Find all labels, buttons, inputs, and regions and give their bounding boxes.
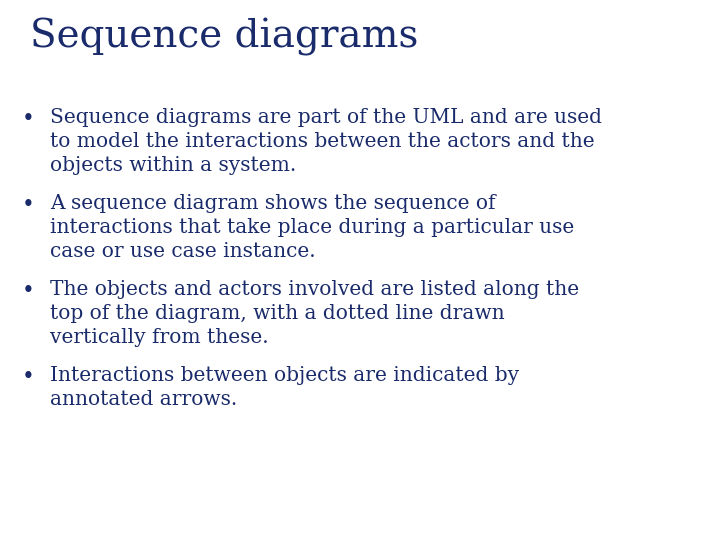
- Text: top of the diagram, with a dotted line drawn: top of the diagram, with a dotted line d…: [50, 304, 505, 323]
- Text: A sequence diagram shows the sequence of: A sequence diagram shows the sequence of: [50, 194, 495, 213]
- Text: annotated arrows.: annotated arrows.: [50, 390, 238, 409]
- Text: to model the interactions between the actors and the: to model the interactions between the ac…: [50, 132, 595, 151]
- Text: interactions that take place during a particular use: interactions that take place during a pa…: [50, 218, 575, 237]
- Text: vertically from these.: vertically from these.: [50, 328, 269, 347]
- Text: •: •: [22, 194, 35, 216]
- Text: objects within a system.: objects within a system.: [50, 156, 296, 175]
- Text: case or use case instance.: case or use case instance.: [50, 242, 315, 261]
- Text: •: •: [22, 366, 35, 388]
- Text: Interactions between objects are indicated by: Interactions between objects are indicat…: [50, 366, 519, 385]
- Text: Sequence diagrams are part of the UML and are used: Sequence diagrams are part of the UML an…: [50, 108, 602, 127]
- Text: Sequence diagrams: Sequence diagrams: [30, 18, 418, 56]
- Text: •: •: [22, 108, 35, 130]
- Text: •: •: [22, 280, 35, 302]
- Text: The objects and actors involved are listed along the: The objects and actors involved are list…: [50, 280, 579, 299]
